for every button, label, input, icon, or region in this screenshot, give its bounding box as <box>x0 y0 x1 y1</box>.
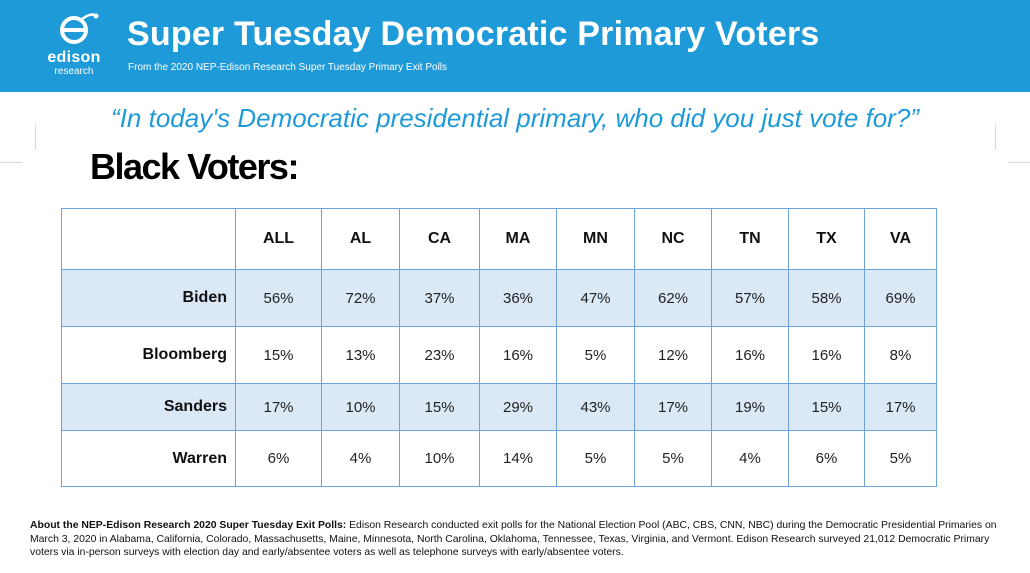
table-cell: 4% <box>711 430 789 487</box>
table-cell: 13% <box>321 326 400 384</box>
column-header: MN <box>556 208 635 270</box>
methodology-note-heading: About the NEP-Edison Research 2020 Super… <box>30 520 347 531</box>
methodology-note: About the NEP-Edison Research 2020 Super… <box>30 519 1015 560</box>
table-cell: 47% <box>556 269 635 327</box>
candidate-name: Sanders <box>61 383 236 431</box>
table-cell: 5% <box>634 430 712 487</box>
table-cell: 58% <box>788 269 865 327</box>
table-cell: 17% <box>634 383 712 431</box>
divider-right-vertical <box>995 125 996 150</box>
candidate-name: Bloomberg <box>61 326 236 384</box>
table-cell: 5% <box>864 430 937 487</box>
table-cell: 43% <box>556 383 635 431</box>
table-cell: 16% <box>479 326 557 384</box>
table-cell: 23% <box>399 326 480 384</box>
divider-right <box>1008 162 1030 163</box>
column-header: AL <box>321 208 400 270</box>
table-cell: 36% <box>479 269 557 327</box>
page-title: Super Tuesday Democratic Primary Voters <box>127 15 820 53</box>
column-header: MA <box>479 208 557 270</box>
table-cell: 56% <box>235 269 322 327</box>
table-cell: 16% <box>711 326 789 384</box>
header-corner-cell <box>61 208 236 270</box>
logo-sub-text: research <box>54 66 94 77</box>
table-cell: 12% <box>634 326 712 384</box>
survey-question: “In today's Democratic presidential prim… <box>111 103 919 133</box>
table-row: Biden 56% 72% 37% 36% 47% 62% 57% 58% 69… <box>61 269 937 327</box>
table-cell: 72% <box>321 269 400 327</box>
table-cell: 8% <box>864 326 937 384</box>
edison-logo: edison research <box>36 10 112 82</box>
column-header: CA <box>399 208 480 270</box>
table-cell: 5% <box>556 430 635 487</box>
edison-logo-icon <box>60 13 99 44</box>
column-header: TN <box>711 208 789 270</box>
table-cell: 6% <box>235 430 322 487</box>
table-cell: 29% <box>479 383 557 431</box>
table-cell: 15% <box>235 326 322 384</box>
candidate-name: Warren <box>61 430 236 487</box>
results-table: ALL AL CA MA MN NC TN TX VA Biden 56% 72… <box>61 208 937 487</box>
table-row: Sanders 17% 10% 15% 29% 43% 17% 19% 15% … <box>61 383 937 431</box>
table-cell: 57% <box>711 269 789 327</box>
table-row: Warren 6% 4% 10% 14% 5% 5% 4% 6% 5% <box>61 430 937 487</box>
table-cell: 15% <box>788 383 865 431</box>
table-cell: 15% <box>399 383 480 431</box>
logo-brand-text: edison <box>47 49 101 66</box>
candidate-name: Biden <box>61 269 236 327</box>
table-cell: 14% <box>479 430 557 487</box>
table-cell: 5% <box>556 326 635 384</box>
table-header-row: ALL AL CA MA MN NC TN TX VA <box>61 208 937 270</box>
table-cell: 17% <box>235 383 322 431</box>
column-header: TX <box>788 208 865 270</box>
table-cell: 37% <box>399 269 480 327</box>
divider-left-vertical <box>35 125 36 150</box>
table-cell: 69% <box>864 269 937 327</box>
table-cell: 62% <box>634 269 712 327</box>
table-row: Bloomberg 15% 13% 23% 16% 5% 12% 16% 16%… <box>61 326 937 384</box>
table-cell: 6% <box>788 430 865 487</box>
column-header: VA <box>864 208 937 270</box>
methodology-note-text: Edison Research conducted exit polls for… <box>30 520 997 558</box>
table-cell: 10% <box>321 383 400 431</box>
divider-left <box>0 162 22 163</box>
table-cell: 17% <box>864 383 937 431</box>
column-header: ALL <box>235 208 322 270</box>
table-cell: 4% <box>321 430 400 487</box>
column-header: NC <box>634 208 712 270</box>
header-banner: edison research Super Tuesday Democratic… <box>0 0 1030 92</box>
table-cell: 10% <box>399 430 480 487</box>
page-subtitle: From the 2020 NEP-Edison Research Super … <box>128 62 448 73</box>
table-cell: 19% <box>711 383 789 431</box>
table-cell: 16% <box>788 326 865 384</box>
section-title: Black Voters: <box>90 146 299 187</box>
